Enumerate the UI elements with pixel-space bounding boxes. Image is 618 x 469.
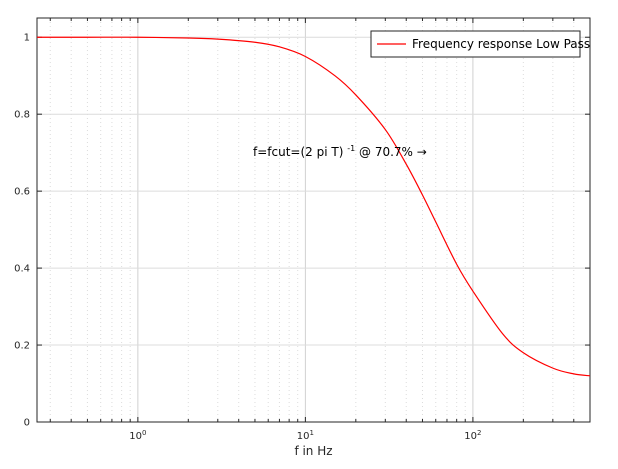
annotation-tail-text: @ 70.7% → (359, 145, 427, 159)
x-tick-label: 102 (464, 429, 481, 442)
series-layer (37, 36, 591, 377)
x-tick-label-base: 10 (297, 431, 310, 442)
y-tick-label: 0.6 (14, 187, 30, 198)
y-tick-label: 0.4 (14, 264, 30, 275)
x-tick-label-base: 10 (464, 431, 477, 442)
y-tick-label: 0.8 (14, 110, 30, 121)
x-tick-label: 100 (129, 429, 146, 442)
x-tick-label-exponent: 0 (142, 429, 146, 437)
y-tick-label: 1 (24, 33, 30, 44)
annotation-main-text: f=fcut=(2 pi T) (253, 145, 343, 159)
x-tick-labels: 100 101 102 (129, 429, 481, 442)
axis-ticks (37, 18, 591, 423)
annotation-superscript: -1 (347, 144, 355, 153)
x-tick-label-base: 10 (129, 431, 142, 442)
y-tick-label: 0.2 (14, 341, 30, 352)
x-tick-label-exponent: 2 (477, 429, 481, 437)
svg-text:f=fcut=(2 pi T) -1: f=fcut=(2 pi T) -1 @ 70.7% → (253, 140, 427, 159)
x-tick-label: 101 (297, 429, 314, 442)
legend-label: Frequency response Low Pass (412, 37, 590, 51)
legend: Frequency response Low Pass (370, 30, 590, 58)
series-line-frequency-response (37, 36, 591, 377)
plot-frame (36, 17, 591, 423)
annotation: f=fcut=(2 pi T) -1 @ 70.7% → (253, 140, 427, 159)
y-tick-label: 0 (24, 418, 30, 429)
y-tick-labels: 0 0.2 0.4 0.6 0.8 1 (14, 33, 30, 429)
x-tick-label-exponent: 1 (310, 429, 314, 437)
x-axis-label: f in Hz (294, 444, 332, 458)
